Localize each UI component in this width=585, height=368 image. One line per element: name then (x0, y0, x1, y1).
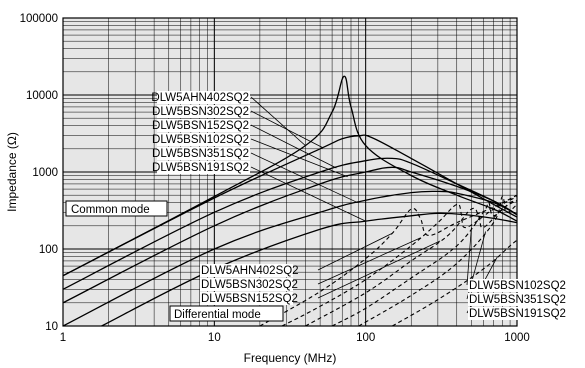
y-tick-label: 10 (45, 321, 58, 333)
differential-series-label-bg (200, 278, 293, 291)
y-tick-label: 10000 (26, 90, 58, 102)
leader-line (466, 227, 472, 286)
leader-line (250, 96, 306, 146)
y-tick-label: 100000 (20, 13, 58, 25)
common-series-label: DLW5AHN402SQ2 (151, 92, 249, 104)
common-series-label: DLW5BSN351SQ2 (152, 148, 249, 160)
series-labels: DLW5AHN402SQ2 DLW5BSN302SQ2 DLW5BSN152SQ2 D… (151, 91, 566, 320)
differential-mode-box: Differential mode (169, 305, 284, 322)
differential-series-label: DLW5BSN102SQ2 (469, 280, 566, 292)
differential-mode-curve (331, 200, 518, 327)
leader-line (317, 232, 393, 271)
leader-lines (250, 96, 498, 314)
common-series-label: DLW5BSN191SQ2 (152, 162, 249, 174)
differential-mode-label: Differential mode (174, 309, 261, 321)
common-mode-box: Common mode (65, 200, 168, 217)
differential-series-label: DLW5BSN351SQ2 (469, 294, 566, 306)
leader-line (317, 237, 421, 285)
common-mode-curve (62, 166, 518, 304)
leader-line (250, 110, 323, 149)
differential-mode-curve (259, 194, 518, 327)
leader-line (250, 124, 337, 169)
common-series-label-bg (157, 91, 250, 104)
differential-mode-curve (281, 196, 518, 327)
x-axis-title: Frequency (MHz) (244, 351, 337, 365)
x-tick-label: 1 (60, 332, 66, 344)
x-tick-label: 1000 (504, 332, 530, 344)
x-tick-label: 10 (208, 332, 221, 344)
common-series-label-bg (157, 105, 250, 118)
common-series-label-bg (157, 133, 250, 146)
plot-frame (62, 17, 518, 327)
differential-series-label-bg (468, 307, 561, 320)
differential-series-label: DLW5AHN402SQ2 (201, 265, 299, 277)
differential-series-label-bg (468, 279, 561, 292)
leader-line (250, 166, 366, 222)
curves (62, 75, 518, 327)
differential-mode-curve (358, 195, 518, 327)
differential-series-label: DLW5BSN302SQ2 (201, 279, 298, 291)
common-series-label: DLW5BSN102SQ2 (152, 134, 249, 146)
common-mode-curve (62, 157, 518, 290)
differential-series-label-bg (200, 292, 293, 305)
common-mode-curve (62, 75, 518, 277)
differential-mode-curve (392, 239, 518, 327)
y-axis-title: Impedance (Ω) (5, 132, 19, 212)
differential-series-label-bg (468, 293, 561, 306)
y-tick-label: 100 (39, 244, 58, 256)
common-series-label: DLW5BSN152SQ2 (152, 120, 249, 132)
leader-line (250, 152, 358, 203)
common-mode-label: Common mode (71, 204, 150, 216)
leader-line (250, 138, 348, 178)
common-mode-curve (62, 190, 518, 327)
common-series-label-bg (157, 161, 250, 174)
leader-line (317, 240, 441, 299)
differential-series-label: DLW5BSN191SQ2 (469, 308, 566, 320)
common-series-label-bg (157, 147, 250, 160)
x-tick-label: 100 (356, 332, 375, 344)
y-tick-label: 1000 (32, 167, 58, 179)
differential-series-label: DLW5BSN152SQ2 (201, 293, 298, 305)
differential-series-label-bg (200, 264, 293, 277)
common-series-label-bg (157, 119, 250, 132)
common-series-label: DLW5BSN302SQ2 (152, 106, 249, 118)
